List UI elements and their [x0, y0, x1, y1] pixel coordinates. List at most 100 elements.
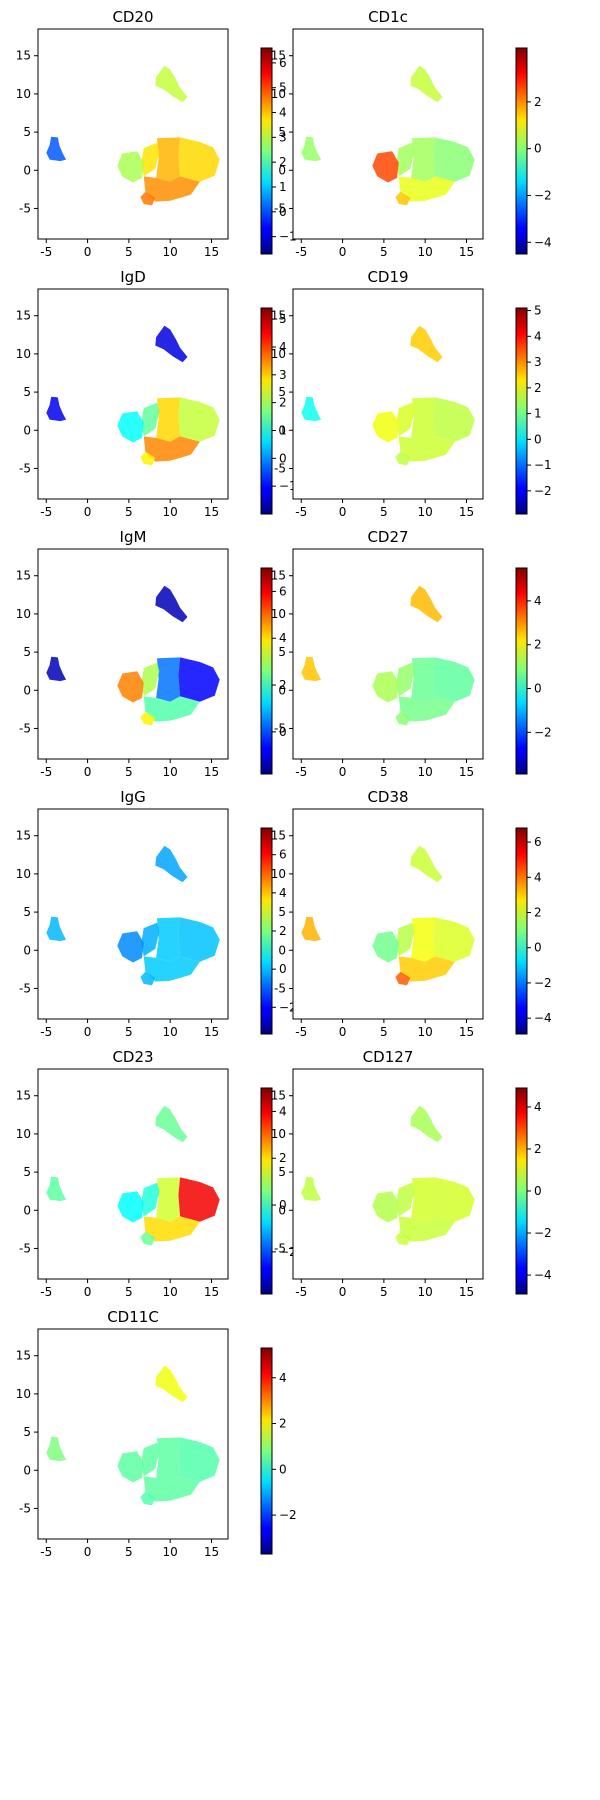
cluster-right [178, 1177, 220, 1222]
cluster-bottom [140, 451, 156, 466]
x-tick-label: 5 [125, 1025, 133, 1039]
colorbar [515, 307, 528, 515]
umap-panel: IgG -5 0 5 10 15 -5 0 5 10 15 6 4 2 0 −2 [16, 788, 297, 1039]
colorbar-tick-label: 2 [534, 381, 542, 395]
colorbar-tick-label: 4 [279, 1104, 287, 1118]
x-tick-label: 0 [339, 245, 347, 259]
x-tick-label: 10 [163, 1285, 178, 1299]
colorbar-tick-label: 0 [534, 142, 542, 156]
plot-area [292, 808, 484, 1020]
cluster-mid [396, 1182, 415, 1217]
cluster-small [46, 1176, 67, 1202]
cluster-center [156, 397, 181, 442]
y-tick-label: 5 [23, 905, 31, 919]
y-tick-label: -5 [19, 981, 31, 995]
colorbar [515, 567, 528, 775]
cluster-top [410, 325, 443, 363]
y-tick-label: 10 [16, 347, 31, 361]
cluster-small [301, 1176, 322, 1202]
colorbar-tick-label: 6 [279, 848, 287, 862]
colorbar-tick-label: 4 [279, 886, 287, 900]
colorbar-tick-label: 0 [279, 725, 287, 739]
y-tick-label: -5 [274, 1241, 286, 1255]
colorbar-tick-label: 2 [534, 638, 542, 652]
x-tick-label: -5 [40, 505, 52, 519]
x-tick-label: 5 [125, 765, 133, 779]
cluster-small [46, 396, 67, 422]
colorbar-tick-label: 0 [279, 962, 287, 976]
panel-title: IgM [120, 528, 147, 546]
y-tick-label: 15 [16, 49, 31, 63]
cluster-left [372, 411, 399, 443]
colorbar-tick-label: 4 [534, 329, 542, 343]
colorbar [260, 307, 273, 515]
plot-area [37, 1068, 229, 1280]
y-tick-label: 0 [278, 423, 286, 437]
colorbar-tick-label: 6 [534, 835, 542, 849]
cluster-lower [143, 176, 200, 202]
x-tick-label: -5 [295, 505, 307, 519]
colorbar [260, 1347, 273, 1555]
colorbar-tick-label: 0 [279, 451, 287, 465]
colorbar-tick-label: 4 [279, 106, 287, 120]
colorbar-tick-label: 6 [279, 584, 287, 598]
x-tick-label: 0 [84, 765, 92, 779]
y-tick-label: 15 [16, 569, 31, 583]
plot-area [292, 28, 484, 240]
x-tick-label: 10 [418, 245, 433, 259]
x-tick-label: 0 [339, 505, 347, 519]
plot-area [37, 808, 229, 1020]
cluster-lower [398, 436, 455, 462]
colorbar-tick-label: 0 [534, 432, 542, 446]
cluster-mid [141, 402, 160, 437]
x-tick-label: 5 [125, 1545, 133, 1559]
x-tick-label: -5 [40, 1545, 52, 1559]
y-tick-label: -5 [274, 461, 286, 475]
colorbar-tick-label: 1 [279, 423, 287, 437]
panel-title: CD27 [367, 528, 408, 546]
colorbar-tick-label: 0 [279, 1198, 287, 1212]
cluster-right [433, 917, 475, 962]
cluster-small [301, 396, 322, 422]
cluster-bottom [395, 1231, 411, 1246]
cluster-left [372, 671, 399, 703]
colorbar-tick-label: −2 [534, 188, 552, 202]
cluster-left [117, 1191, 144, 1223]
colorbar [515, 47, 528, 255]
x-tick-label: 15 [204, 1545, 219, 1559]
y-tick-label: 10 [271, 1127, 286, 1141]
x-tick-label: -5 [40, 1285, 52, 1299]
colorbar-tick-label: 4 [279, 631, 287, 645]
colorbar-tick-label: 1 [534, 407, 542, 421]
panel-title: IgG [120, 788, 146, 806]
y-tick-label: 0 [278, 943, 286, 957]
x-tick-label: 10 [163, 505, 178, 519]
colorbar [515, 1087, 528, 1295]
cluster-lower [143, 956, 200, 982]
x-tick-label: 10 [418, 1025, 433, 1039]
cluster-mid [141, 1182, 160, 1217]
cluster-lower [398, 176, 455, 202]
colorbar-tick-label: −2 [534, 976, 552, 990]
colorbar-tick-label: −1 [534, 458, 552, 472]
x-tick-label: 15 [459, 245, 474, 259]
panel-title: CD23 [112, 1048, 153, 1066]
y-tick-label: 10 [271, 347, 286, 361]
x-tick-label: 5 [125, 505, 133, 519]
colorbar-tick-label: 5 [279, 81, 287, 95]
cluster-bottom [140, 971, 156, 986]
colorbar-tick-label: 4 [279, 340, 287, 354]
y-tick-label: 15 [16, 829, 31, 843]
colorbar-tick-label: 2 [534, 1142, 542, 1156]
plot-area [292, 288, 484, 500]
y-tick-label: 0 [23, 1203, 31, 1217]
cluster-right [178, 1437, 220, 1482]
cluster-center [411, 137, 436, 182]
y-tick-label: 0 [278, 1203, 286, 1217]
colorbar [260, 47, 273, 255]
colorbar [515, 827, 528, 1035]
